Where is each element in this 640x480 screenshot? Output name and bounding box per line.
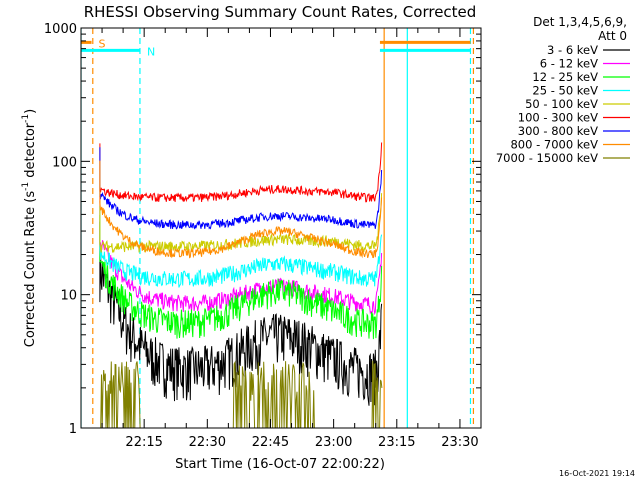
x-axis-label: Start Time (16-Oct-07 22:00:22) [175,457,385,472]
series-line-2 [99,215,383,340]
x-tick-label: 23:30 [441,435,478,450]
y-tick-label: 10 [60,289,77,304]
x-axis: 22:15 22:30 22:45 23:00 23:15 23:30 [101,28,482,450]
flag-label: N [147,45,155,58]
legend-header-line-2: Att 0 [598,29,627,43]
legend-label: 50 - 100 keV [525,97,598,111]
series-line-6 [99,147,383,230]
x-tick-label: 22:30 [189,435,226,450]
series-line-8 [99,360,383,428]
y-tick-label: 100 [52,155,77,170]
chart-title: RHESSI Observing Summary Count Rates, Co… [84,3,477,21]
legend-header-line-1: Det 1,3,4,5,6,9, [533,15,627,29]
legend-label: 300 - 800 keV [518,124,598,138]
series-line-3 [99,206,383,288]
x-tick-label: 23:15 [378,435,415,450]
y-tick-label: 1 [69,422,77,437]
y-axis: 1 10 100 1000 [44,22,481,437]
legend-label: 800 - 7000 keV [510,138,598,152]
x-tick-label: 23:00 [315,435,352,450]
series-line-7 [99,160,383,259]
y-axis-label: Corrected Count Rate (s-1 detector-1) [21,109,38,347]
plot-area: SN [80,27,482,429]
y-tick-label: 1000 [44,22,77,37]
x-tick-label: 22:15 [125,435,162,450]
legend-label: 12 - 25 keV [532,70,598,84]
legend-label: 25 - 50 keV [532,84,598,98]
series-line-1 [99,196,383,316]
series-line-5 [99,142,383,203]
x-tick-label: 22:45 [252,435,289,450]
series-line-4 [99,193,383,254]
legend-label: 3 - 6 keV [547,43,598,57]
flag-label: S [99,37,106,50]
series-line-0 [99,221,383,406]
legend-label: 6 - 12 keV [540,57,598,71]
plot-frame [80,27,482,429]
footer-date: 16-Oct-2021 19:14 [559,469,635,478]
legend-label: 7000 - 15000 keV [496,151,598,165]
legend-label: 100 - 300 keV [518,111,598,125]
